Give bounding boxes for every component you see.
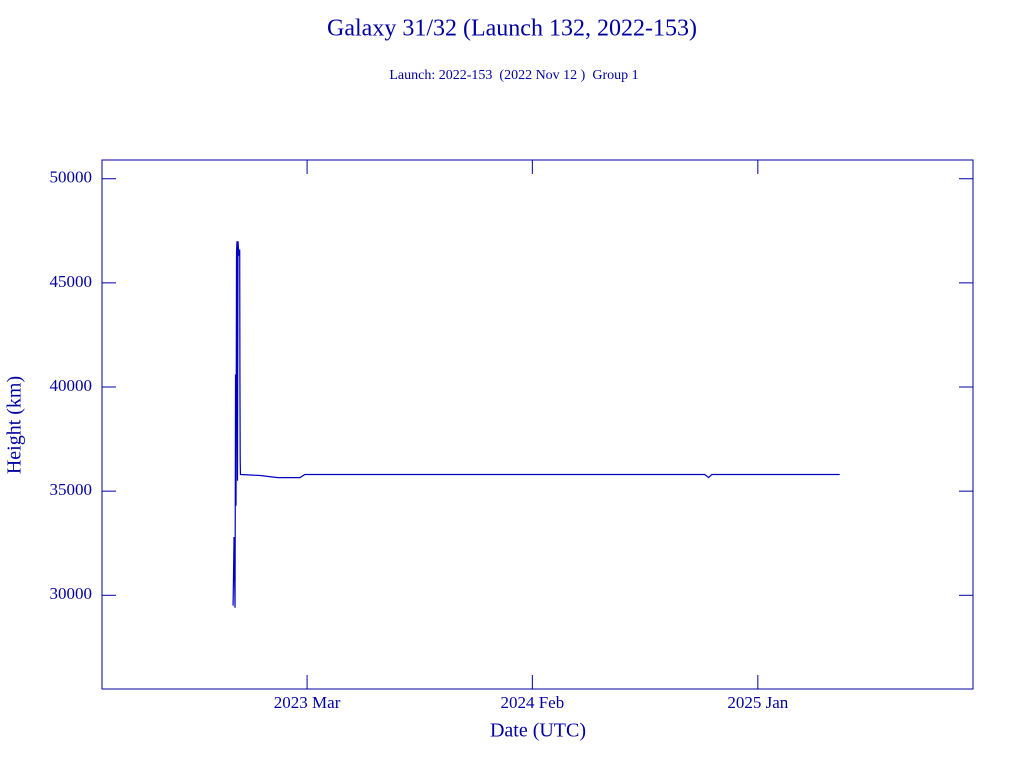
y-axis-label: Height (km) [4, 376, 26, 474]
y-tick-label: 45000 [50, 272, 93, 291]
plot-frame [101, 159, 974, 690]
x-tick-label: 2024 Feb [500, 693, 564, 712]
x-tick-label: 2023 Mar [274, 693, 341, 712]
chart-subtitle: Launch: 2022-153 (2022 Nov 12 ) Group 1 [389, 68, 638, 83]
y-tick-label: 50000 [50, 168, 93, 187]
x-axis-label: Date (UTC) [490, 720, 586, 742]
data-line [232, 241, 840, 608]
chart-title: Galaxy 31/32 (Launch 132, 2022-153) [327, 16, 697, 42]
y-tick-label: 35000 [50, 480, 93, 499]
y-tick-label: 30000 [50, 584, 93, 603]
y-tick-label: 40000 [50, 376, 93, 395]
x-tick-label: 2025 Jan [727, 693, 788, 712]
